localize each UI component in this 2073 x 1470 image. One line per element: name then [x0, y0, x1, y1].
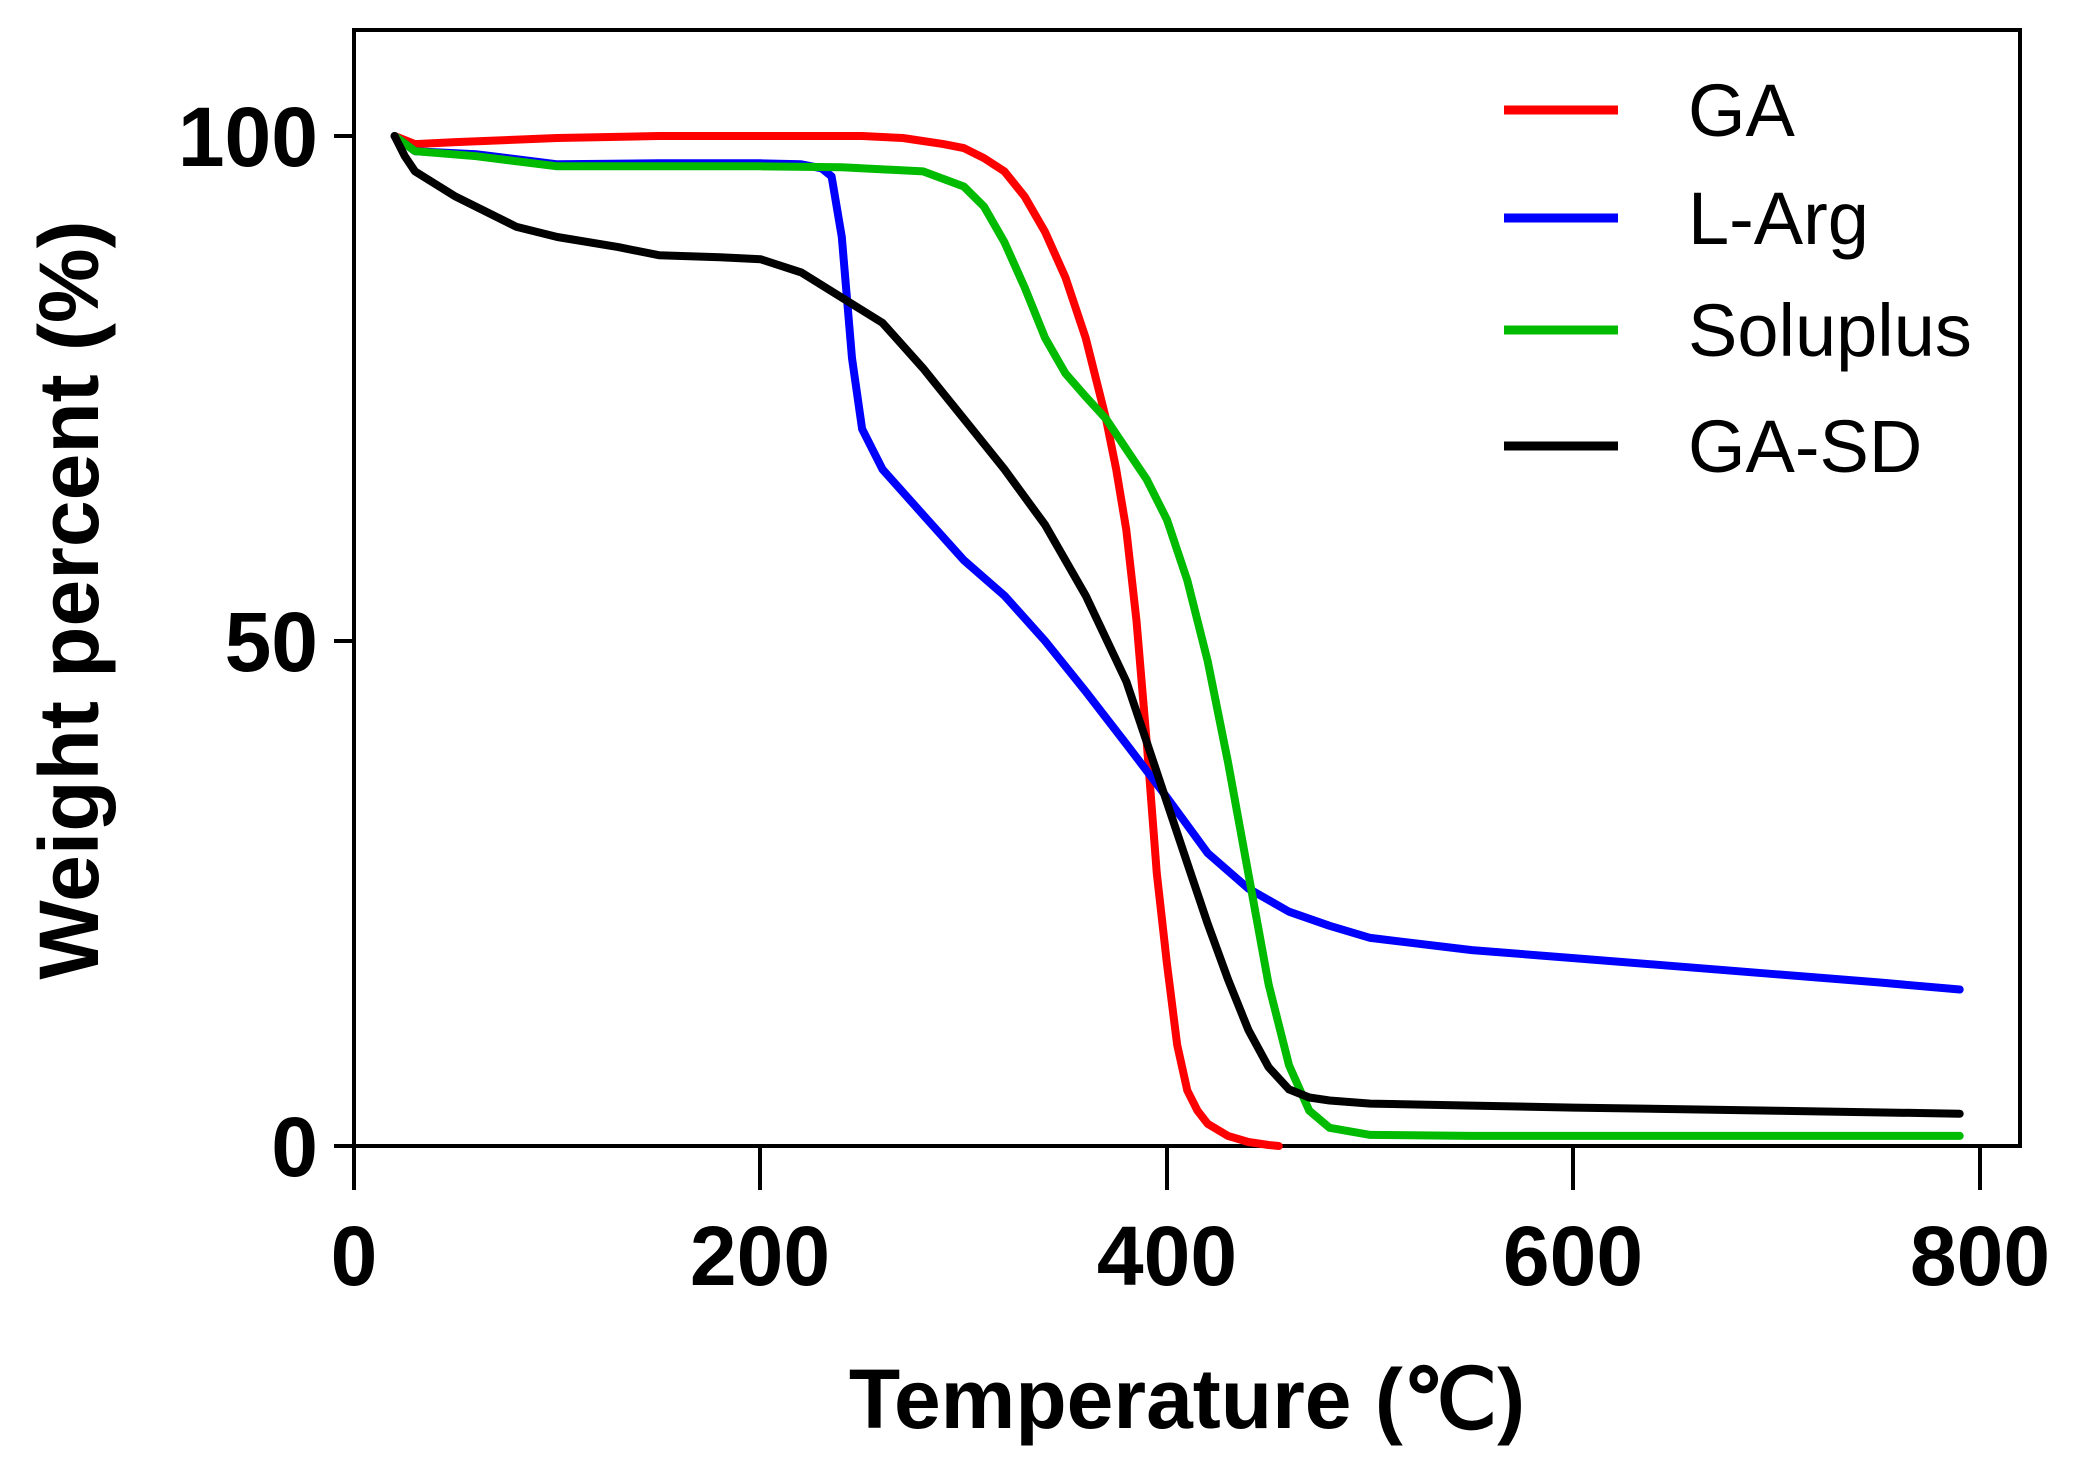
plot-frame	[352, 28, 2022, 1148]
series-line-soluplus	[390, 132, 1964, 1140]
series-line-l-arg	[390, 132, 1964, 994]
y-axis-title: Weight percent (%)	[22, 220, 116, 979]
x-tick-label-600: 600	[1503, 1209, 1643, 1303]
legend-label-soluplus: Soluplus	[1688, 289, 1972, 372]
y-axis: 100 50 0	[178, 90, 354, 1194]
legend-label-l-arg: L-Arg	[1688, 177, 1869, 260]
x-tick-label-800: 800	[1910, 1209, 2050, 1303]
y-tick-label-50: 50	[225, 595, 318, 689]
series-line-ga-sd	[390, 132, 1964, 1118]
y-tick-label-0: 0	[271, 1100, 318, 1194]
x-tick-label-0: 0	[331, 1209, 378, 1303]
legend-label-ga: GA	[1688, 69, 1796, 152]
y-tick-label-100: 100	[178, 90, 318, 184]
x-axis-title: Temperature (℃)	[849, 1352, 1525, 1446]
legend-label-ga-sd: GA-SD	[1688, 405, 1922, 488]
x-axis: 0 200 400 600 800	[331, 1146, 2050, 1303]
series-line-ga	[390, 132, 1283, 1150]
x-tick-label-400: 400	[1097, 1209, 1237, 1303]
legend: GA L-Arg Soluplus GA-SD	[1504, 69, 1972, 488]
x-tick-label-200: 200	[690, 1209, 830, 1303]
series-group	[390, 132, 1964, 1150]
